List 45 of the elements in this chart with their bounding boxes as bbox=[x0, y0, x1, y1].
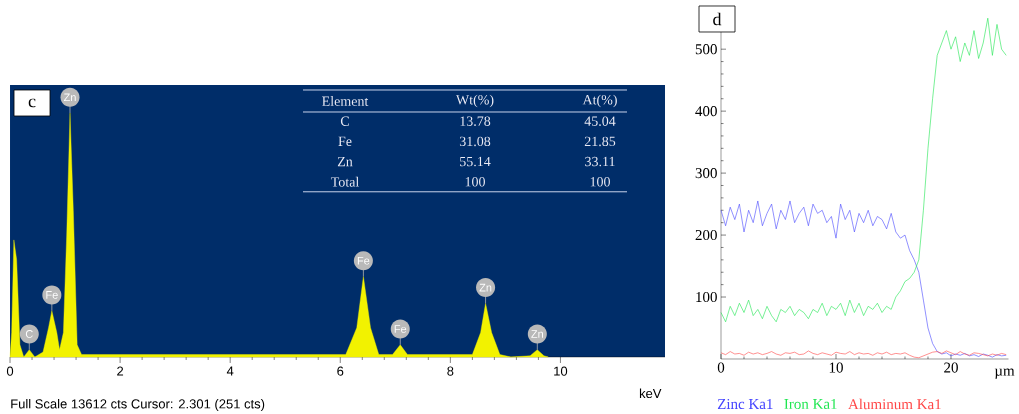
x-tick-label: 2 bbox=[117, 366, 124, 376]
y-tick-label: 300 bbox=[695, 168, 717, 179]
x-tick-label: 20 bbox=[944, 362, 958, 373]
chart-title: c bbox=[28, 98, 36, 108]
annotation: Total bbox=[330, 176, 360, 187]
annotation: Fe bbox=[394, 325, 407, 333]
x-tick-label: 8 bbox=[447, 366, 454, 376]
x-axis-title: µm bbox=[994, 368, 1015, 379]
annotation: 13.78 bbox=[460, 116, 491, 126]
text: Full Scale 13612 cts Cursor: 2.301 (251 cts) bbox=[11, 398, 265, 412]
y-tick-label: 200 bbox=[695, 230, 717, 241]
text: Element bbox=[322, 96, 369, 106]
annotation: C bbox=[340, 116, 349, 126]
x-tick-label: 0 bbox=[6, 366, 14, 376]
text: Zinc Ka1 bbox=[717, 398, 773, 410]
annotation: Fe bbox=[46, 291, 58, 299]
annotation: Zn bbox=[63, 93, 76, 102]
line-series bbox=[720, 17, 1007, 323]
x-tick-label: 0 bbox=[717, 362, 725, 373]
annotation: Zn bbox=[531, 330, 544, 338]
annotation: 55.14 bbox=[460, 156, 491, 167]
annotation: Fe bbox=[357, 256, 370, 265]
y-tick-label: 500 bbox=[695, 44, 717, 55]
annotation: 21.85 bbox=[584, 136, 616, 147]
chart-title: d bbox=[713, 12, 722, 26]
annotation: Zn bbox=[337, 157, 353, 167]
annotation: 100 bbox=[590, 177, 610, 187]
text: Iron Ka1 bbox=[784, 398, 837, 409]
x-tick-label: 6 bbox=[337, 366, 344, 376]
text: Wt(%) bbox=[455, 94, 494, 108]
y-tick-label: 100 bbox=[696, 291, 717, 303]
annotation: C bbox=[25, 330, 33, 338]
y-tick-label: 400 bbox=[695, 106, 717, 117]
x-tick-label: 10 bbox=[829, 362, 843, 373]
x-tick-label: 10 bbox=[554, 366, 568, 376]
text: Aluminum Ka1 bbox=[848, 398, 941, 410]
annotation: 100 bbox=[465, 177, 485, 187]
annotation: Fe bbox=[338, 136, 352, 147]
annotation: Zn bbox=[479, 283, 492, 292]
annotation: 31.08 bbox=[459, 136, 491, 147]
text: At(%) bbox=[582, 94, 617, 108]
x-axis-title: keV bbox=[639, 388, 662, 399]
annotation: 45.04 bbox=[584, 116, 616, 126]
annotation: 33.11 bbox=[585, 156, 615, 167]
x-tick-label: 4 bbox=[226, 366, 234, 376]
